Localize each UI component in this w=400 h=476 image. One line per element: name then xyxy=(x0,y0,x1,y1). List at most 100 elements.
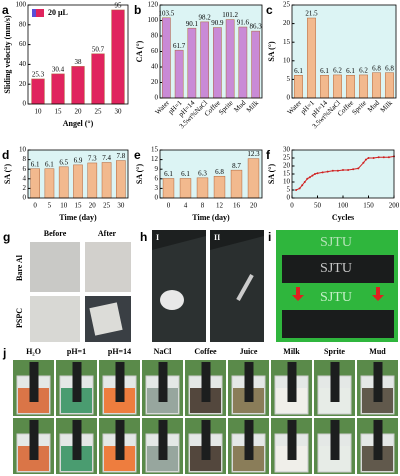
photo-text: SJTU xyxy=(320,261,352,276)
sample xyxy=(373,420,383,460)
bar xyxy=(372,72,381,99)
photo-detail xyxy=(210,236,264,342)
x-tick-label: Mud xyxy=(232,99,247,114)
x-tick-label: 10 xyxy=(60,202,68,210)
value-label: 6.9 xyxy=(74,156,83,164)
value-label: 6.2 xyxy=(333,67,342,75)
y-tick-label: 20 xyxy=(283,19,291,27)
bar xyxy=(51,73,65,105)
sample xyxy=(29,420,39,460)
plot-frame xyxy=(27,4,129,105)
bar xyxy=(251,30,260,99)
point xyxy=(362,161,365,164)
y-tick-label: 60 xyxy=(19,40,27,48)
y-tick-label: 0 xyxy=(155,194,159,202)
value-label: 6.3 xyxy=(198,169,207,177)
legend-swatch-stripe xyxy=(32,9,36,17)
point xyxy=(367,157,370,159)
y-tick-label: 0 xyxy=(155,94,159,102)
bar xyxy=(58,166,69,199)
part-label: II xyxy=(214,233,220,242)
bar xyxy=(162,178,175,199)
x-tick-label: 0 xyxy=(33,202,37,210)
value-label: 86.3 xyxy=(250,23,263,31)
sample xyxy=(287,362,297,402)
y-tick-label: 12 xyxy=(151,155,159,163)
x-tick-label: 16 xyxy=(233,202,241,210)
y-tick-label: 30 xyxy=(283,146,291,154)
value-label: 6.2 xyxy=(359,67,368,75)
liquid-label: NaCl xyxy=(154,347,173,356)
y-axis-title: SA (°) xyxy=(135,164,144,185)
sample xyxy=(158,362,168,402)
x-tick-label: 5 xyxy=(48,202,52,210)
y-tick-label: 20 xyxy=(283,162,291,170)
value-label: 98.2 xyxy=(199,14,212,22)
photo xyxy=(30,296,80,342)
value-label: 6.5 xyxy=(59,158,68,166)
photo xyxy=(30,242,80,292)
panel-label: g xyxy=(3,230,10,244)
panel-label: d xyxy=(2,148,9,162)
panel-label: c xyxy=(266,3,273,17)
bar xyxy=(174,49,184,99)
legend-label: 20 μL xyxy=(48,8,68,17)
bar xyxy=(111,9,125,105)
value-label: 6.1 xyxy=(181,170,190,178)
bar xyxy=(238,26,248,99)
liquid-label: Mud xyxy=(369,347,386,356)
bar xyxy=(213,27,222,99)
y-tick-label: 4 xyxy=(23,174,27,182)
liquid-label: Milk xyxy=(283,347,300,356)
value-label: 6.1 xyxy=(31,160,40,168)
value-label: 6.8 xyxy=(215,168,224,176)
sample xyxy=(115,420,125,460)
sample xyxy=(29,362,39,402)
plot-frame xyxy=(27,149,129,199)
y-tick-label: 5 xyxy=(287,186,291,194)
point xyxy=(331,169,334,172)
sample xyxy=(373,362,383,402)
bar xyxy=(91,53,105,105)
value-label: 7.3 xyxy=(88,155,97,163)
y-axis-title: CA (°) xyxy=(135,40,144,62)
value-label: 6.8 xyxy=(385,64,394,72)
point xyxy=(326,170,329,173)
photo-text: SJTU xyxy=(320,235,352,250)
bar xyxy=(73,164,83,199)
y-tick-label: 120 xyxy=(148,1,159,9)
bar xyxy=(30,168,40,199)
y-tick-label: 9 xyxy=(155,165,159,173)
x-tick-label: 12 xyxy=(216,202,224,210)
value-label: 95 xyxy=(115,2,123,10)
y-axis-title: SA (°) xyxy=(267,164,276,185)
bar xyxy=(179,178,192,199)
y-tick-label: 2 xyxy=(23,184,27,192)
y-tick-label: 5 xyxy=(287,75,291,83)
point xyxy=(347,169,350,171)
column-label: Before xyxy=(44,229,67,238)
point xyxy=(321,171,324,174)
y-tick-label: 6 xyxy=(23,165,27,173)
x-tick-label: 200 xyxy=(389,202,400,210)
value-label: 90.9 xyxy=(211,19,224,27)
value-label: 61.7 xyxy=(173,42,186,50)
bar xyxy=(307,17,316,99)
point xyxy=(382,156,385,159)
value-label: 6.1 xyxy=(346,67,355,75)
bar xyxy=(187,27,197,99)
bar xyxy=(247,158,260,199)
point xyxy=(301,184,304,187)
y-tick-label: 40 xyxy=(151,63,159,71)
plot-area xyxy=(292,150,394,198)
y-tick-label: 0 xyxy=(287,94,291,102)
sample xyxy=(72,362,82,402)
y-tick-label: 100 xyxy=(148,16,159,24)
y-tick-label: 0 xyxy=(287,194,291,202)
y-tick-label: 25 xyxy=(283,1,291,9)
x-tick-label: Milk xyxy=(245,99,261,115)
row-label: Bare Al xyxy=(15,254,24,281)
liquid-label: pH=1 xyxy=(67,347,86,356)
y-tick-label: 10 xyxy=(283,178,291,186)
point xyxy=(295,189,298,191)
